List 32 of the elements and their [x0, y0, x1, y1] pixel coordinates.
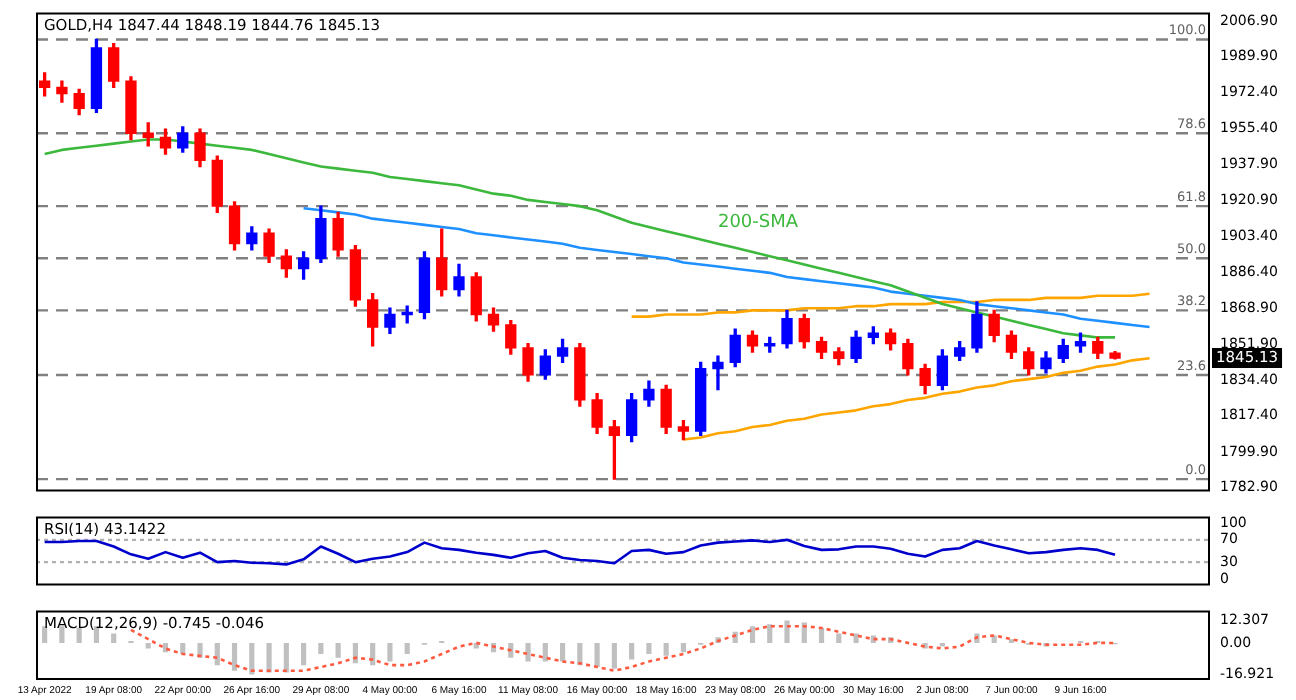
bar	[646, 642, 652, 655]
bar	[525, 642, 531, 662]
bar	[266, 642, 272, 673]
bar	[611, 642, 617, 669]
bar	[283, 642, 289, 673]
bar	[42, 626, 48, 643]
bar	[801, 622, 807, 643]
bar	[231, 642, 238, 671]
bar	[629, 642, 635, 660]
bar	[59, 626, 65, 643]
bar	[542, 642, 548, 662]
bar	[784, 620, 790, 643]
bar	[594, 642, 600, 668]
bar	[387, 642, 393, 662]
bar	[318, 642, 324, 655]
bar	[111, 633, 117, 643]
series-label: 200-SMA	[717, 213, 800, 234]
bar	[559, 642, 566, 662]
bar	[680, 642, 687, 653]
bar	[214, 642, 220, 666]
bar	[301, 642, 307, 666]
bar	[870, 635, 876, 643]
bar	[76, 628, 82, 643]
bar	[335, 642, 341, 658]
bar	[749, 626, 756, 643]
bar	[818, 628, 825, 643]
bar	[663, 642, 669, 656]
bar	[404, 642, 410, 655]
bar	[93, 626, 100, 643]
bar	[853, 633, 859, 643]
bar	[836, 633, 842, 643]
bar	[767, 624, 773, 643]
